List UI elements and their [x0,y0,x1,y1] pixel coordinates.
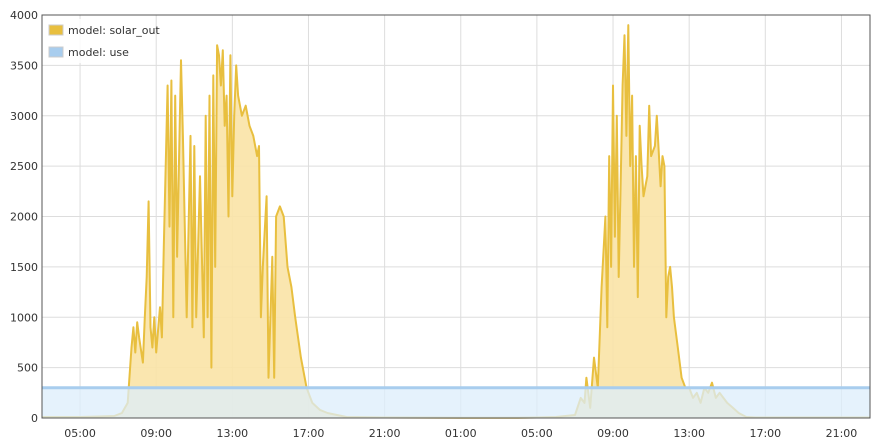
x-tick-label: 05:00 [521,427,553,440]
y-tick-label: 3000 [10,110,38,123]
x-axis: 05:00 09:00 13:00 17:00 21:00 01:00 05:00 09:00… [64,427,857,440]
legend-label: model: solar_out [68,24,160,37]
y-tick-label: 1000 [10,311,38,324]
y-tick-label: 500 [17,362,38,375]
y-tick-label: 1500 [10,261,38,274]
x-tick-label: 13:00 [673,427,705,440]
x-tick-label: 05:00 [64,427,96,440]
y-axis: 0 500 1000 1500 2000 2500 3000 3500 4000 [10,9,38,425]
legend-swatch [48,24,64,36]
x-tick-label: 13:00 [216,427,248,440]
x-tick-label: 09:00 [597,427,629,440]
legend: model: solar_out model: use [45,19,160,63]
x-tick-label: 09:00 [140,427,172,440]
y-tick-label: 2000 [10,211,38,224]
y-tick-label: 0 [31,412,38,425]
y-tick-label: 3500 [10,59,38,72]
series-use-area [42,387,870,418]
series-layer [42,24,870,419]
x-tick-label: 01:00 [445,427,477,440]
x-tick-label: 17:00 [749,427,781,440]
y-tick-label: 4000 [10,9,38,22]
legend-label: model: use [68,46,129,59]
x-tick-label: 17:00 [293,427,325,440]
legend-item: model: solar_out [48,24,160,37]
plot-border [41,14,871,419]
x-tick-label: 21:00 [369,427,401,440]
legend-item: model: use [48,46,129,59]
x-tick-label: 21:00 [826,427,858,440]
legend-swatch [48,46,64,58]
y-tick-label: 2500 [10,160,38,173]
series-solar-out-line [42,24,870,419]
